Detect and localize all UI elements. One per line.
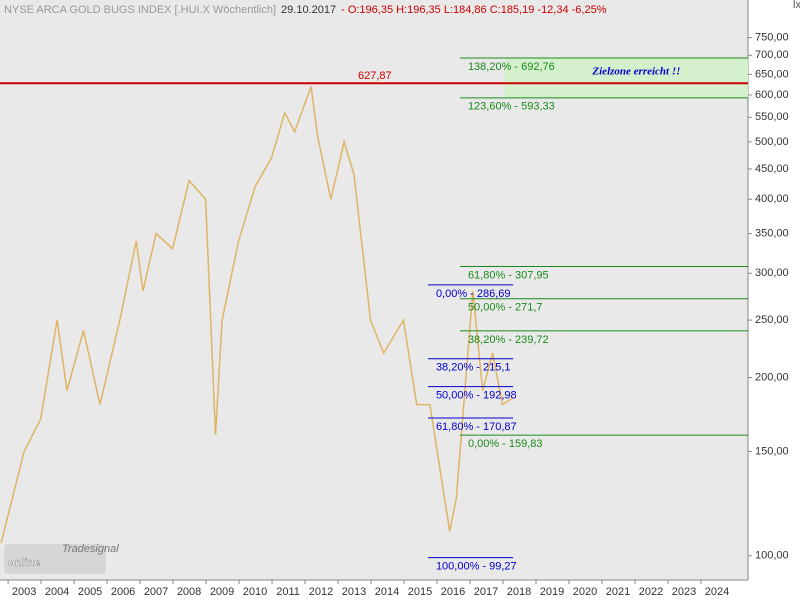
y-tick-label: 100,00 [755, 550, 789, 562]
header-part: - O:196,35 H:196,35 L:184,86 C:185,19 -1… [341, 4, 607, 16]
level-label: 50,00% - 192,98 [436, 390, 517, 402]
level-label: 627,87 [358, 70, 392, 82]
x-tick-label: 2019 [540, 586, 564, 598]
level-label: 0,00% - 286,69 [436, 288, 511, 300]
x-tick-label: 2023 [672, 586, 696, 598]
x-tick-label: 2004 [45, 586, 69, 598]
x-tick-label: 2005 [78, 586, 102, 598]
level-label: 61,80% - 307,95 [468, 269, 549, 281]
y-tick-label: 250,00 [755, 314, 789, 326]
y-tick-label: 200,00 [755, 371, 789, 383]
y-tick-label: 650,00 [755, 68, 789, 80]
x-tick-label: 2013 [342, 586, 366, 598]
header-part: 29.10.2017 [281, 4, 336, 16]
logo-name: online [8, 557, 40, 569]
x-tick-label: 2008 [177, 586, 201, 598]
x-tick-label: 2014 [375, 586, 399, 598]
level-label: 38,20% - 215,1 [436, 362, 511, 374]
y-tick-label: 600,00 [755, 89, 789, 101]
x-tick-label: 2016 [441, 586, 465, 598]
level-label: 138,20% - 692,76 [468, 61, 555, 73]
level-label: 50,00% - 271,7 [468, 302, 543, 314]
level-label: 38,20% - 239,72 [468, 334, 549, 346]
logo-box [4, 544, 106, 574]
level-label: 100,00% - 99,27 [436, 561, 517, 573]
x-tick-label: 2006 [111, 586, 135, 598]
x-tick-label: 2009 [210, 586, 234, 598]
plot: Zielzone erreicht !! 627,87 138,20% - 692,… [0, 57, 748, 573]
level-label: 123,60% - 593,33 [468, 101, 555, 113]
level-label: 61,80% - 170,87 [436, 421, 517, 433]
logo-brand: Tradesignal [62, 543, 119, 555]
x-tick-label: 2020 [573, 586, 597, 598]
y-tick-label: 450,00 [755, 163, 789, 175]
target-zone [504, 57, 748, 98]
x-tick-label: 2021 [606, 586, 630, 598]
x-tick-label: 2003 [12, 586, 36, 598]
corner-mark: lx [793, 0, 800, 11]
x-tick-label: 2010 [243, 586, 267, 598]
y-tick-label: 400,00 [755, 193, 789, 205]
y-tick-label: 700,00 [755, 49, 789, 61]
header-part: NYSE ARCA GOLD BUGS INDEX [.HUI.X Wöchen… [4, 4, 276, 16]
zone-label: Zielzone erreicht !! [591, 65, 680, 77]
y-tick-label: 750,00 [755, 31, 789, 43]
y-tick-label: 150,00 [755, 445, 789, 457]
x-tick-label: 2012 [309, 586, 333, 598]
header: NYSE ARCA GOLD BUGS INDEX [.HUI.X Wöchen… [4, 4, 607, 16]
y-tick-label: 350,00 [755, 227, 789, 239]
x-tick-label: 2015 [408, 586, 432, 598]
x-tick-label: 2022 [639, 586, 663, 598]
level-label: 0,00% - 159,83 [468, 438, 543, 450]
y-tick-label: 550,00 [755, 111, 789, 123]
x-tick-label: 2011 [276, 586, 300, 598]
x-tick-label: 2007 [144, 586, 168, 598]
x-tick-label: 2018 [507, 586, 531, 598]
y-tick-label: 500,00 [755, 136, 789, 148]
y-tick-label: 300,00 [755, 267, 789, 279]
x-tick-label: 2024 [705, 586, 729, 598]
price-line [0, 86, 514, 544]
x-tick-label: 2017 [474, 586, 498, 598]
